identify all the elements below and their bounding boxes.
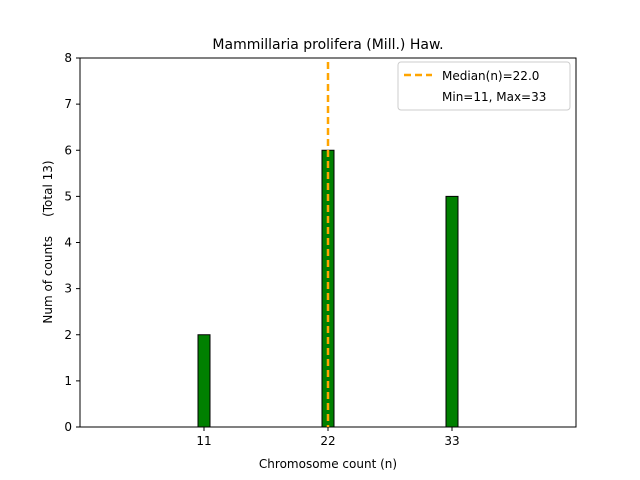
chart-title: Mammillaria prolifera (Mill.) Haw. (212, 37, 443, 53)
legend-box (397, 61, 571, 111)
bar-11 (197, 334, 211, 428)
y-tick-label: 8 (64, 51, 72, 65)
y-tick-label: 4 (64, 236, 72, 250)
legend-entry-minmax: Min=11, Max=33 (442, 90, 546, 104)
legend-entry-median: Median(n)=22.0 (442, 69, 539, 83)
legend: Median(n)=22.0 Min=11, Max=33 (397, 61, 571, 111)
y-tick-label: 5 (64, 189, 72, 203)
y-tick-label: 3 (64, 282, 72, 296)
y-ticks: 0 1 2 3 4 5 6 7 8 (64, 51, 80, 434)
bars-group (80, 149, 475, 428)
x-tick-label: 33 (444, 434, 459, 448)
y-tick-label: 7 (64, 97, 72, 111)
y-tick-label: 2 (64, 328, 72, 342)
x-axis-label: Chromosome count (n) (259, 457, 397, 471)
x-ticks: 11 22 33 (196, 427, 460, 448)
x-tick-label: 22 (320, 434, 335, 448)
y-tick-label: 1 (64, 374, 72, 388)
bar-33 (445, 195, 459, 428)
y-tick-label: 0 (64, 420, 72, 434)
y-tick-label: 6 (64, 143, 72, 157)
y-axis-label: Num of counts (Total 13) (41, 160, 55, 323)
x-tick-label: 11 (196, 434, 211, 448)
